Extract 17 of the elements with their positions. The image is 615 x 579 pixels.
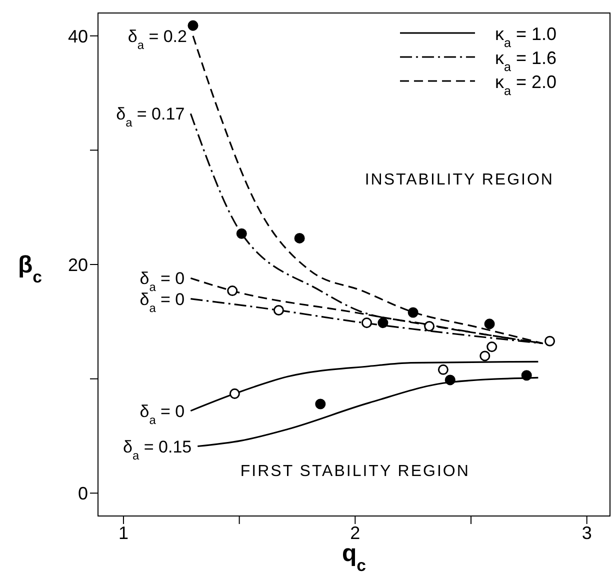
annotation: INSTABILITY REGION: [364, 171, 554, 188]
legend-label: κ$_{a}$ = 1.0: [495, 24, 557, 50]
annotation: δ$_{a}$ = 0.17: [116, 104, 185, 130]
annotation: δ$_{a}$ = 0.2: [128, 26, 187, 52]
x-tick-label: 2: [350, 522, 360, 543]
annotation: δ$_{a}$ = 0.15: [123, 437, 192, 462]
y-tick-label: 20: [68, 254, 88, 275]
annotation: δ$_{a}$ = 0: [140, 402, 185, 427]
legend-label: κ$_{a}$ = 1.6: [495, 48, 557, 74]
legend-label: κ$_{a}$ = 2.0: [495, 72, 557, 98]
y-axis-title: β$_{c}$: [18, 252, 42, 286]
y-tick-label: 0: [78, 484, 88, 504]
x-tick-label: 3: [582, 522, 592, 543]
y-tick-label: 40: [68, 26, 88, 46]
x-axis-title: q$_{c}$: [342, 540, 366, 574]
x-tick-label: 1: [118, 522, 128, 543]
annotation: FIRST STABILITY REGION: [240, 462, 470, 480]
